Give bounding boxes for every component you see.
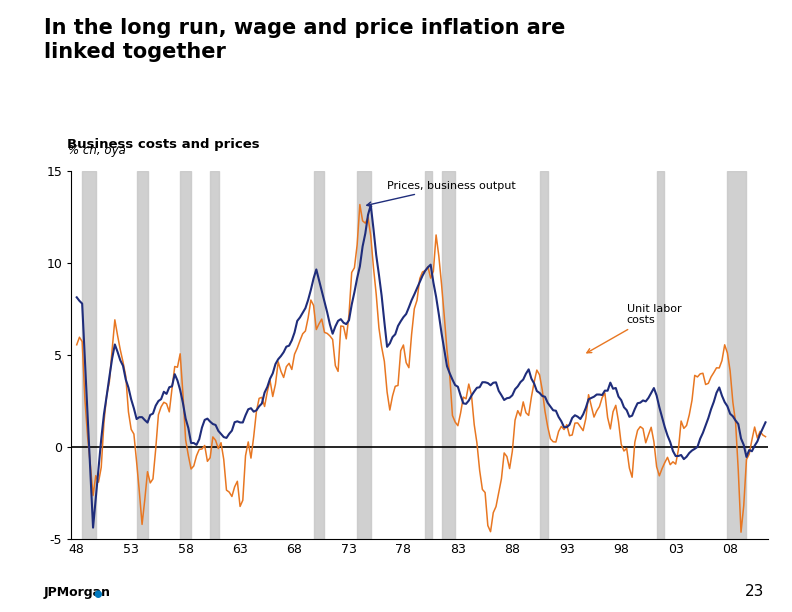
Text: ●: ● xyxy=(93,589,102,599)
Bar xyxy=(357,171,371,539)
Bar xyxy=(136,171,147,539)
Bar xyxy=(657,171,664,539)
Text: Business costs and prices: Business costs and prices xyxy=(67,138,260,151)
Text: In the long run, wage and price inflation are
linked together: In the long run, wage and price inflatio… xyxy=(44,18,565,62)
Bar xyxy=(441,171,455,539)
Bar xyxy=(425,171,432,539)
Text: Unit labor
costs: Unit labor costs xyxy=(587,304,681,353)
Bar xyxy=(82,171,96,539)
Bar xyxy=(539,171,548,539)
Text: Prices, business output: Prices, business output xyxy=(367,181,516,206)
Bar xyxy=(210,171,219,539)
Text: % ch, oya: % ch, oya xyxy=(68,144,126,157)
Text: JPMorgan: JPMorgan xyxy=(44,586,111,599)
Bar xyxy=(314,171,325,539)
Text: 23: 23 xyxy=(745,583,764,599)
Bar xyxy=(181,171,191,539)
Bar xyxy=(727,171,747,539)
